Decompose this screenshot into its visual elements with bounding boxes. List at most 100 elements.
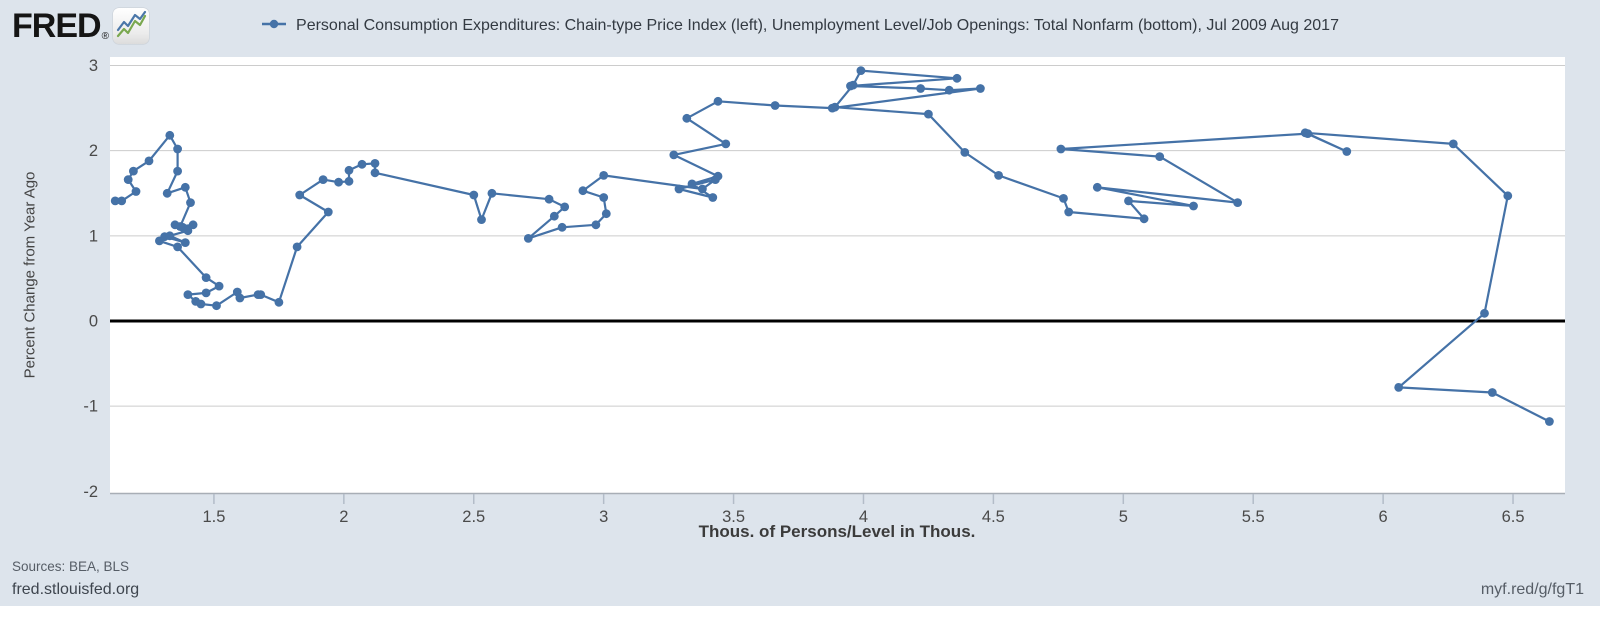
data-point [173,144,183,154]
y-tick-label: 1 [89,227,98,245]
data-point [687,179,697,189]
data-point [1233,198,1242,208]
x-tick-label: 3 [599,508,608,526]
x-tick-label: 6.5 [1502,508,1525,526]
data-point [1394,383,1404,392]
y-tick-label: -2 [83,483,98,501]
data-point [721,139,731,149]
fred-logo[interactable]: FRED ® [12,8,149,44]
x-axis-title: Thous. of Persons/Level in Thous. [698,522,976,541]
data-point [1059,194,1068,203]
data-point [253,290,263,299]
data-point [827,103,837,113]
data-point [191,297,201,306]
data-point [698,184,707,194]
data-point [165,130,175,140]
data-point [952,73,962,83]
data-point [162,188,172,198]
data-point [711,175,720,185]
data-point [523,234,533,243]
data-point [1124,196,1133,206]
data-point [1545,417,1554,426]
data-point [186,198,195,208]
data-point [232,287,242,297]
data-point [129,166,138,176]
x-tick-label: 5.5 [1242,508,1265,526]
data-point [994,171,1003,180]
data-point [1503,191,1513,201]
data-point [846,81,855,91]
data-point [591,220,601,230]
data-point [357,159,367,169]
data-point [674,184,684,194]
data-point [370,168,380,178]
data-point [1064,207,1074,217]
data-point [295,190,305,200]
fred-logo-chart-icon [112,8,149,44]
data-point [944,85,954,95]
data-point [173,242,183,252]
data-point [214,281,224,291]
data-point [856,66,866,75]
data-point [344,176,354,186]
data-point [212,301,221,311]
data-point [201,273,211,282]
y-tick-label: 3 [89,57,98,75]
x-tick-label: 4.5 [982,508,1005,526]
data-point [1092,182,1102,192]
data-point [1139,214,1149,224]
x-tick-label: 4 [859,508,868,526]
data-point [370,159,380,168]
data-point [487,188,497,198]
data-point [165,231,175,241]
registered-mark-icon: ® [101,31,109,42]
data-point [916,84,925,93]
data-point [976,84,985,93]
data-point [669,150,679,160]
data-point [1448,139,1458,149]
data-point [601,209,611,219]
data-point [183,290,193,299]
data-point [960,148,970,157]
data-point [1487,388,1497,397]
data-point [117,196,127,206]
x-tick-label: 1.5 [202,508,225,526]
data-point [549,211,559,221]
data-point [1155,152,1165,162]
x-tick-label: 2 [339,508,348,526]
data-point [344,165,354,175]
y-tick-label: -1 [83,398,98,416]
y-axis-title: Percent Change from Year Ago [21,171,39,379]
data-point [544,194,554,204]
legend: Personal Consumption Expenditures: Chain… [0,17,1600,35]
data-point [708,193,718,202]
legend-label: Personal Consumption Expenditures: Chain… [296,17,1339,34]
data-point [131,187,141,196]
data-point [477,215,486,225]
data-point [713,96,723,106]
footer-shortlink[interactable]: myf.red/g/fgT1 [1480,581,1584,598]
x-tick-label: 6 [1379,508,1388,526]
data-point [334,177,343,187]
data-point [1056,144,1066,154]
data-point [318,175,328,185]
plot-background [110,57,1565,493]
data-point [173,166,183,176]
data-point [599,171,609,180]
data-point [924,109,933,119]
data-point [274,297,284,307]
data-point [144,156,154,166]
data-point [1189,201,1198,211]
data-point [1480,308,1489,318]
data-point [188,220,198,230]
data-point [1342,147,1352,156]
data-point [560,202,570,212]
x-tick-label: 2.5 [462,508,485,526]
data-point [180,238,190,248]
data-point [578,186,588,196]
footer-site-link[interactable]: fred.stlouisfed.org [12,581,140,598]
data-point [180,182,190,192]
footer-sources: Sources: BEA, BLS [12,559,130,574]
data-point [110,196,120,206]
